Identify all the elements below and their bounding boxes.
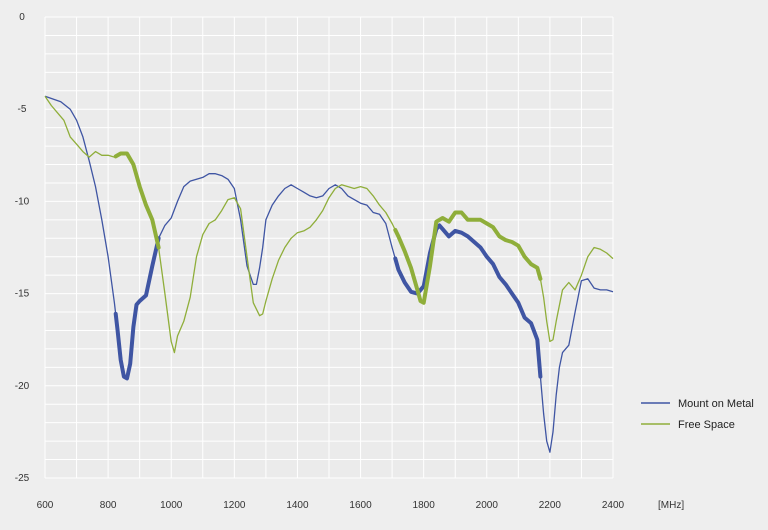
- grid-lines: [44, 16, 614, 479]
- x-tick-label: 1800: [413, 500, 436, 511]
- series-emphasis-free-space: [113, 151, 161, 250]
- legend: Mount on Metal Free Space: [641, 398, 754, 431]
- y-tick-label: -25: [15, 473, 30, 484]
- x-tick-label: 1200: [223, 500, 246, 511]
- x-tick-label: 600: [37, 500, 54, 511]
- y-tick-label: -10: [15, 196, 30, 207]
- x-tick-label: 1600: [349, 500, 372, 511]
- legend-label-free-space: Free Space: [678, 419, 735, 431]
- axis-labels: 0 -5 -10 -15 -20 -25 600 800 1000 1200 1400 1600 180…: [15, 12, 685, 511]
- x-tick-label: 2000: [476, 500, 499, 511]
- y-tick-label: -5: [18, 104, 27, 115]
- legend-label-mount-on-metal: Mount on Metal: [678, 398, 754, 410]
- x-tick-label: 2400: [602, 500, 625, 511]
- x-tick-label: 1400: [286, 500, 309, 511]
- series-emphasis-mount-on-metal: [113, 236, 161, 381]
- x-tick-label: 2200: [539, 500, 562, 511]
- y-tick-label: -20: [15, 381, 30, 392]
- y-tick-label: -15: [15, 289, 30, 300]
- x-tick-label: 1000: [160, 500, 183, 511]
- y-tick-label: 0: [19, 12, 25, 23]
- data-series: [44, 95, 614, 453]
- series-emphasis-free-space: [393, 210, 543, 305]
- x-tick-label: 800: [100, 500, 117, 511]
- x-axis-unit-label: [MHz]: [658, 500, 684, 511]
